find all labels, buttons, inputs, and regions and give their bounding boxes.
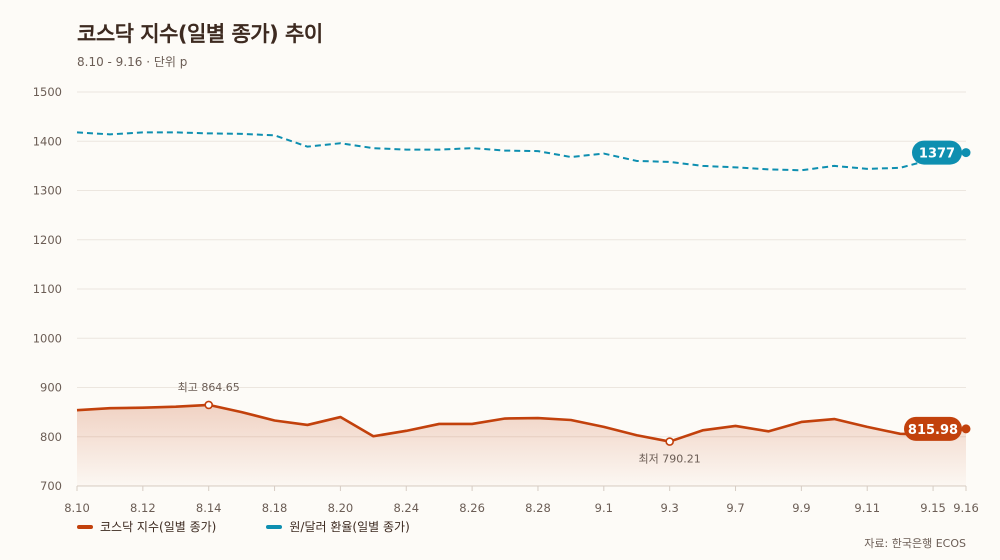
y-tick-label: 1100 bbox=[33, 282, 62, 296]
x-tick-label: 9.15 bbox=[920, 501, 946, 515]
legend-label-kosdaq: 코스닥 지수(일별 종가) bbox=[100, 520, 217, 534]
x-tick-label: 9.11 bbox=[854, 501, 880, 515]
fx-line bbox=[76, 131, 967, 172]
kosdaq-line bbox=[76, 403, 967, 443]
y-tick-label: 1200 bbox=[33, 233, 62, 247]
chart-subtitle: 8.10 - 9.16 · 단위 p bbox=[77, 55, 188, 69]
max-point-marker bbox=[204, 400, 214, 410]
kosdaq-area bbox=[77, 404, 966, 486]
line-chart: 700 800 900 1000 1100 1200 1300 1400 1500 8.10 8.1… bbox=[33, 85, 979, 515]
max-annotation: 최고 864.65 bbox=[178, 381, 240, 394]
x-tick-label: 9.3 bbox=[661, 501, 679, 515]
legend-swatch-kosdaq bbox=[77, 524, 93, 529]
y-tick-label: 1500 bbox=[33, 85, 62, 99]
x-tick-label: 8.26 bbox=[459, 501, 485, 515]
legend-label-fx: 원/달러 환율(일별 종가) bbox=[289, 520, 410, 534]
x-tick-label: 9.1 bbox=[595, 501, 613, 515]
legend-item-kosdaq: 코스닥 지수(일별 종가) bbox=[77, 518, 216, 535]
x-tick-label: 9.9 bbox=[792, 501, 810, 515]
legend-item-fx: 원/달러 환율(일별 종가) bbox=[266, 518, 410, 535]
y-tick-label: 700 bbox=[40, 479, 62, 493]
y-tick-label: 1300 bbox=[33, 184, 62, 198]
x-tick-label: 9.16 bbox=[953, 501, 979, 515]
kosdaq-end-badge bbox=[904, 416, 962, 441]
source-note: 자료: 한국은행 ECOS bbox=[864, 537, 966, 550]
legend: 코스닥 지수(일별 종가) 원/달러 환율(일별 종가) bbox=[77, 518, 410, 535]
fx-end-badge bbox=[912, 140, 962, 165]
x-tick-label: 8.12 bbox=[130, 501, 156, 515]
x-tick-label: 8.20 bbox=[328, 501, 354, 515]
y-tick-label: 1400 bbox=[33, 134, 62, 148]
kosdaq-end-label: 815.98 bbox=[908, 423, 958, 438]
chart-title: 코스닥 지수(일별 종가) 추이 bbox=[77, 22, 323, 46]
y-tick-label: 800 bbox=[40, 430, 62, 444]
fx-end-label: 1377 bbox=[919, 147, 955, 162]
x-tick-label: 9.7 bbox=[726, 501, 744, 515]
x-tick-label: 8.14 bbox=[196, 501, 222, 515]
x-tick-label: 8.28 bbox=[525, 501, 551, 515]
x-tick-label: 8.10 bbox=[64, 501, 90, 515]
legend-swatch-fx bbox=[266, 524, 283, 529]
min-annotation: 최저 790.21 bbox=[639, 453, 701, 466]
kosdaq-end-dot bbox=[961, 424, 971, 434]
min-point-marker bbox=[665, 437, 674, 446]
fx-end-dot bbox=[961, 148, 971, 158]
x-tick-label: 8.24 bbox=[393, 501, 419, 515]
y-tick-label: 900 bbox=[40, 381, 62, 395]
x-tick-label: 8.18 bbox=[262, 501, 288, 515]
y-tick-label: 1000 bbox=[33, 331, 62, 345]
